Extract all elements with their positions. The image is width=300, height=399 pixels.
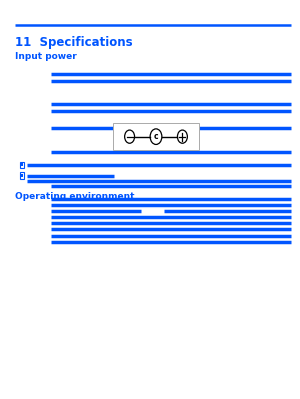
Circle shape bbox=[177, 130, 188, 143]
Circle shape bbox=[124, 130, 135, 143]
Text: Input power: Input power bbox=[15, 52, 77, 61]
FancyBboxPatch shape bbox=[21, 174, 23, 177]
Text: Operating environment: Operating environment bbox=[15, 192, 134, 201]
Circle shape bbox=[150, 129, 162, 144]
FancyBboxPatch shape bbox=[20, 172, 24, 179]
FancyBboxPatch shape bbox=[113, 123, 199, 150]
FancyBboxPatch shape bbox=[20, 162, 24, 168]
FancyBboxPatch shape bbox=[21, 163, 23, 166]
Text: c: c bbox=[154, 132, 158, 141]
Text: 11  Specifications: 11 Specifications bbox=[15, 36, 133, 49]
